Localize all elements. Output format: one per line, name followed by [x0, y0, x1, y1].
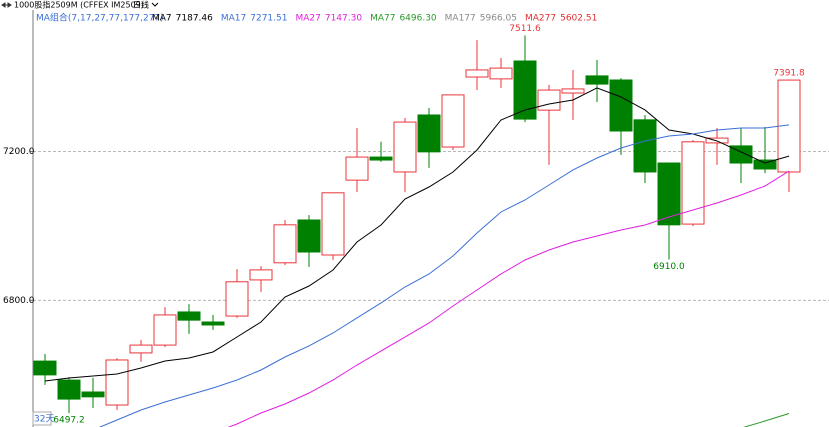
- legend-name: MA177: [445, 14, 476, 24]
- ma-line: [227, 170, 790, 427]
- candle-body: [81, 391, 105, 398]
- candle-body: [609, 79, 633, 132]
- candle-body: [465, 69, 489, 78]
- candle-body: [273, 224, 297, 264]
- ma-line: [44, 87, 790, 382]
- legend-value: 7147.30: [325, 14, 362, 24]
- count-label: 32天: [34, 415, 54, 425]
- legend-name: MA27: [295, 14, 320, 24]
- candle-body: [417, 114, 441, 153]
- ma-line: [743, 413, 790, 427]
- candle-body: [249, 269, 273, 281]
- legend-name: MA7: [152, 14, 172, 24]
- value-labels: 6497.2 7511.6 6910.0 7391.8: [53, 24, 805, 426]
- period-selector[interactable]: 日线: [133, 0, 149, 10]
- ma-title: MA组合(7,17,27,77,177,277): [36, 12, 164, 24]
- legend-value: 5966.05: [480, 14, 517, 24]
- legend-value: 7187.46: [176, 14, 213, 24]
- count-box: [32, 411, 52, 426]
- candle-body: [441, 94, 465, 148]
- ma-legend: MA7 7187.46 MA17 7271.51 MA27 7147.30 MA77 6496…: [152, 14, 597, 24]
- legend-name: MA77: [370, 14, 395, 24]
- candle-body: [729, 145, 753, 164]
- candle-body: [33, 360, 57, 376]
- candle-body: [585, 75, 609, 85]
- y-tick-label: 7200.0: [3, 147, 35, 157]
- candle-body: [57, 379, 81, 400]
- low-label: 6497.2: [53, 416, 85, 426]
- candle-body: [753, 159, 777, 170]
- candle-body: [657, 162, 681, 226]
- candle-body: [297, 219, 321, 253]
- candle-body: [513, 60, 537, 120]
- candle-body: [633, 119, 657, 173]
- y-tick-label: 6800.0: [3, 296, 35, 306]
- candle-body: [681, 141, 705, 225]
- period-arrow[interactable]: [151, 2, 159, 7]
- candle-body: [321, 192, 345, 256]
- legend-value: 6496.30: [399, 14, 436, 24]
- legend-value: 5602.51: [560, 14, 597, 24]
- high-label: 7511.6: [509, 24, 541, 34]
- switch-icon[interactable]: [1, 2, 12, 8]
- plot-area: [33, 35, 801, 427]
- ma-line: [98, 124, 790, 427]
- candle-body: [489, 67, 513, 80]
- candle-body: [369, 156, 393, 161]
- candle-body: [393, 121, 417, 173]
- candle-body: [177, 311, 201, 321]
- candle-body: [537, 89, 561, 111]
- candle-body: [153, 314, 177, 346]
- candle-body: [561, 88, 585, 94]
- high-label: 7391.8: [773, 69, 805, 79]
- chart-title: 1000股指2509M (CFFEX IM2509): [14, 0, 144, 10]
- low-label: 6910.0: [653, 262, 685, 272]
- legend-name: MA17: [221, 14, 246, 24]
- candle-body: [225, 281, 249, 317]
- candle-body: [201, 321, 225, 326]
- candle-body: [345, 156, 369, 181]
- candle-body: [129, 344, 153, 354]
- legend-name: MA277: [525, 14, 556, 24]
- legend-value: 7271.51: [250, 14, 287, 24]
- candle-body: [105, 359, 129, 406]
